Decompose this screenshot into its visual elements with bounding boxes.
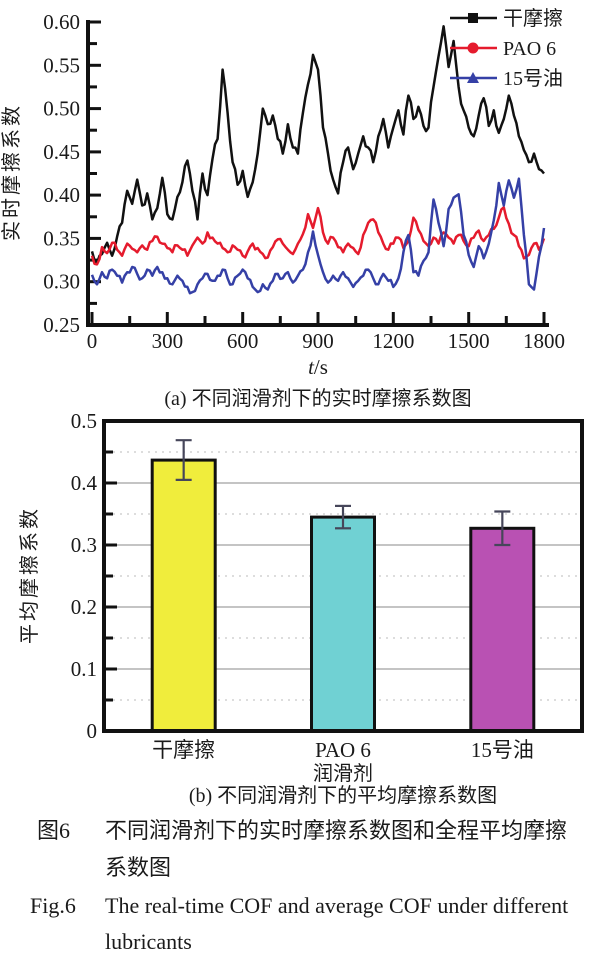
- square-marker-icon: [468, 13, 478, 23]
- circle-marker-icon: [467, 42, 479, 54]
- caption-cn-line1: 不同润滑剂下的实时摩擦系数图和全程平均摩擦: [105, 818, 568, 843]
- legend-label: PAO 6: [503, 38, 556, 60]
- y-tick-label: 0.30: [43, 270, 80, 294]
- series-PAO 6: [90, 206, 546, 266]
- y-tick-label: 0.4: [71, 471, 98, 495]
- series-干摩擦: [90, 25, 545, 264]
- y-tick-label: 0.1: [71, 657, 97, 681]
- legend: 干摩擦 PAO 6 15号油: [450, 7, 563, 90]
- x-tick-label: 0: [87, 329, 98, 353]
- x-tick-label: 600: [227, 329, 259, 353]
- figure-caption-chinese: 图6 不同润滑剂下的实时摩擦系数图和全程平均摩擦 系数图: [37, 812, 593, 886]
- figure-caption-en-text: The real-time COF and average COF under …: [105, 888, 596, 960]
- axis-ticks: [106, 450, 117, 702]
- figure-caption-cn-text: 不同润滑剂下的实时摩擦系数图和全程平均摩擦 系数图: [105, 812, 593, 886]
- y-tick-label: 0.45: [43, 140, 80, 164]
- y-tick-label: 0.3: [71, 533, 97, 557]
- error-bar-干摩擦: [175, 439, 192, 482]
- legend-item-干摩擦: 干摩擦: [450, 7, 563, 30]
- x-tick-label: 300: [152, 329, 184, 353]
- line-chart-realtime-cof: 0.25 0.30 0.35 0.40 0.45 0.50 0.55 0.60 0 300 600 9…: [0, 7, 565, 379]
- caption-cn-line2: 系数图: [105, 855, 172, 880]
- y-tick-label: 0.55: [43, 53, 80, 77]
- category-label: 15号油: [471, 738, 534, 762]
- error-bar-15号油: [494, 510, 511, 547]
- figure-caption-english: Fig.6 The real-time COF and average COF …: [30, 888, 596, 960]
- axes: [86, 20, 549, 327]
- x-tick-label: 1200: [372, 329, 414, 353]
- x-tick-label: 1800: [523, 329, 565, 353]
- y-tick-label: 0.35: [43, 226, 80, 250]
- y-tick-label: 0.40: [43, 183, 80, 207]
- y-tick-label: 0.2: [71, 595, 97, 619]
- y-tick-label: 0.60: [43, 10, 80, 34]
- legend-item-15号油: 15号油: [450, 67, 563, 90]
- x-tick-label: 1500: [448, 329, 490, 353]
- category-label: 干摩擦: [152, 738, 215, 762]
- y-tick-label: 0: [87, 719, 98, 743]
- figure-number-cn: 图6: [37, 818, 71, 843]
- legend-item-PAO 6: PAO 6: [450, 38, 556, 60]
- y-tick-label: 0.50: [43, 97, 80, 121]
- legend-label: 15号油: [503, 67, 563, 90]
- bar-15号油: [469, 526, 536, 733]
- y-axis-label: 实时摩擦系数: [0, 103, 23, 241]
- bar-PAO 6: [310, 515, 376, 733]
- caption-en-line2: lubricants: [105, 929, 192, 954]
- x-axis-label: 润滑剂: [313, 762, 373, 782]
- subcaption-b: (b) 不同润滑剂下的平均摩擦系数图: [188, 785, 498, 807]
- series-15号油: [90, 177, 546, 295]
- plot-frame: [102, 419, 584, 733]
- y-tick-label: 0.25: [43, 313, 80, 337]
- legend-label: 干摩擦: [503, 7, 563, 30]
- category-label: PAO 6: [315, 738, 371, 762]
- figure-number-en: Fig.6: [30, 893, 76, 918]
- error-bar-PAO 6: [335, 504, 351, 530]
- bar-干摩擦: [150, 458, 217, 733]
- triangle-marker-icon: [467, 72, 479, 83]
- subcaption-a: (a) 不同润滑剂下的实时摩擦系数图: [164, 388, 472, 410]
- x-axis-label: t/s: [308, 355, 328, 379]
- x-tick-label: 900: [302, 329, 334, 353]
- y-tick-label: 0.5: [71, 409, 97, 433]
- y-axis-label: 平均摩擦系数: [18, 506, 41, 644]
- caption-en-line1: The real-time COF and average COF under …: [105, 893, 569, 918]
